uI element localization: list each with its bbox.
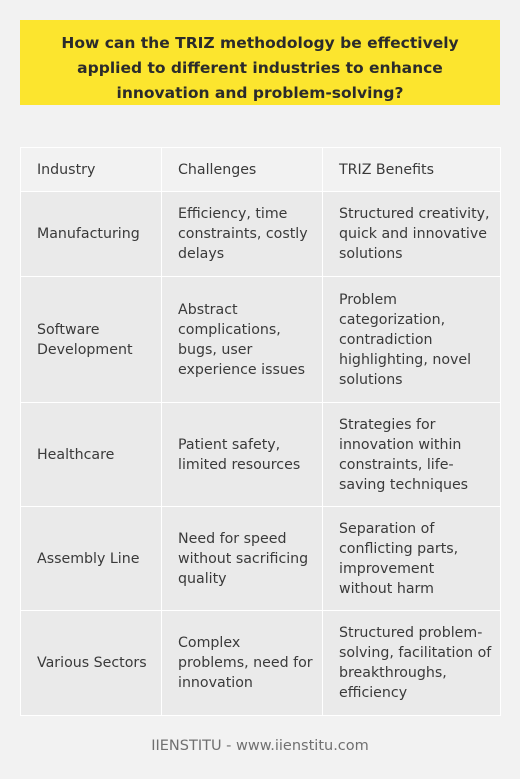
industry-triz-table: Industry Challenges TRIZ Benefits Manufa… bbox=[20, 147, 501, 716]
benefits-cell: Structured problem-solving, facilitation… bbox=[322, 610, 501, 716]
challenges-cell: Patient safety, limited resources bbox=[161, 402, 323, 507]
benefits-cell: Problem categorization, contradiction hi… bbox=[322, 276, 501, 403]
industry-cell: Healthcare bbox=[20, 402, 162, 507]
question-title: How can the TRIZ methodology be effectiv… bbox=[20, 20, 500, 105]
table-row: Manufacturing Efficiency, time constrain… bbox=[20, 191, 501, 277]
table-row: Assembly Line Need for speed without sac… bbox=[20, 506, 501, 611]
table-row: Healthcare Patient safety, limited resou… bbox=[20, 402, 501, 507]
header-industry: Industry bbox=[20, 147, 162, 192]
industry-cell: Software Development bbox=[20, 276, 162, 403]
table-row: Software Development Abstract complicati… bbox=[20, 276, 501, 403]
challenges-cell: Need for speed without sacrificing quali… bbox=[161, 506, 323, 611]
header-triz-benefits: TRIZ Benefits bbox=[322, 147, 501, 192]
industry-cell: Assembly Line bbox=[20, 506, 162, 611]
challenges-cell: Abstract complications, bugs, user exper… bbox=[161, 276, 323, 403]
benefits-cell: Strategies for innovation within constra… bbox=[322, 402, 501, 507]
table-row: Various Sectors Complex problems, need f… bbox=[20, 610, 501, 716]
challenges-cell: Complex problems, need for innovation bbox=[161, 610, 323, 716]
industry-cell: Various Sectors bbox=[20, 610, 162, 716]
benefits-cell: Structured creativity, quick and innovat… bbox=[322, 191, 501, 277]
industry-cell: Manufacturing bbox=[20, 191, 162, 277]
challenges-cell: Efficiency, time constraints, costly del… bbox=[161, 191, 323, 277]
header-challenges: Challenges bbox=[161, 147, 323, 192]
footer-credit: IIENSTITU - www.iienstitu.com bbox=[151, 738, 369, 754]
benefits-cell: Separation of conflicting parts, improve… bbox=[322, 506, 501, 611]
table-header-row: Industry Challenges TRIZ Benefits bbox=[20, 147, 501, 192]
